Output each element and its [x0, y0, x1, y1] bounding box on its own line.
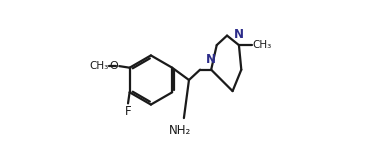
Text: O: O: [110, 61, 118, 71]
Text: N: N: [206, 53, 216, 66]
Text: CH₃: CH₃: [252, 40, 272, 50]
Text: N: N: [234, 28, 244, 41]
Text: F: F: [125, 105, 131, 118]
Text: NH₂: NH₂: [169, 124, 191, 137]
Text: CH₃: CH₃: [90, 61, 109, 71]
